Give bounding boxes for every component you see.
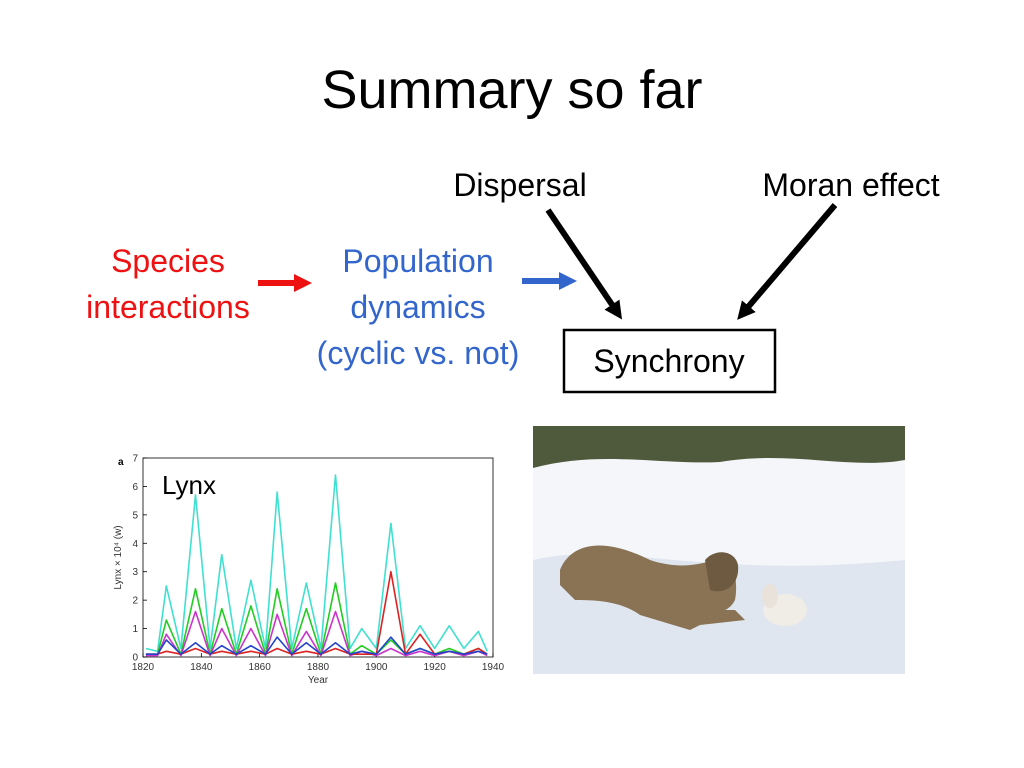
y-axis-label: Lynx × 10⁴ (w) xyxy=(113,525,124,589)
arrow xyxy=(737,203,838,320)
moran-label: Moran effect xyxy=(762,167,939,203)
x-tick-label: 1880 xyxy=(307,662,330,673)
synchrony-box xyxy=(562,328,777,394)
arrow xyxy=(545,208,623,320)
population-line: dynamics xyxy=(350,289,485,325)
x-tick-label: 1920 xyxy=(424,662,447,673)
synchrony-label: Synchrony xyxy=(593,343,744,379)
series-line xyxy=(145,610,488,657)
y-tick-label: 5 xyxy=(132,510,138,521)
panel-label: a xyxy=(118,457,124,468)
species-line: Species xyxy=(111,243,225,279)
population-line: (cyclic vs. not) xyxy=(317,335,520,371)
species-line: interactions xyxy=(86,289,250,325)
dispersal-label: Dispersal xyxy=(453,167,586,203)
y-tick-label: 4 xyxy=(132,539,138,550)
y-tick-label: 7 xyxy=(132,454,138,465)
y-tick-label: 3 xyxy=(132,567,138,578)
slide-title: Summary so far xyxy=(321,60,702,120)
y-tick-label: 0 xyxy=(132,653,138,664)
y-tick-label: 6 xyxy=(132,482,138,493)
lynx-chart: 0 1 2 3 4 5 6 7 1820 1840 1860 1880 1900 1920 1940 Year… xyxy=(113,454,505,687)
x-tick-label: 1820 xyxy=(132,662,155,673)
x-tick-label: 1840 xyxy=(190,662,213,673)
series-line xyxy=(145,474,488,653)
y-tick-label: 2 xyxy=(132,596,138,607)
x-tick-label: 1900 xyxy=(365,662,388,673)
lynx-photo xyxy=(533,426,905,674)
series-line xyxy=(145,570,488,655)
x-axis-label: Year xyxy=(308,675,329,686)
series-line xyxy=(145,636,488,655)
x-tick-label: 1860 xyxy=(249,662,272,673)
y-tick-label: 1 xyxy=(132,624,138,635)
population-line: Population xyxy=(342,243,493,279)
inset-label: Lynx xyxy=(162,470,216,500)
x-tick-label: 1940 xyxy=(482,662,505,673)
